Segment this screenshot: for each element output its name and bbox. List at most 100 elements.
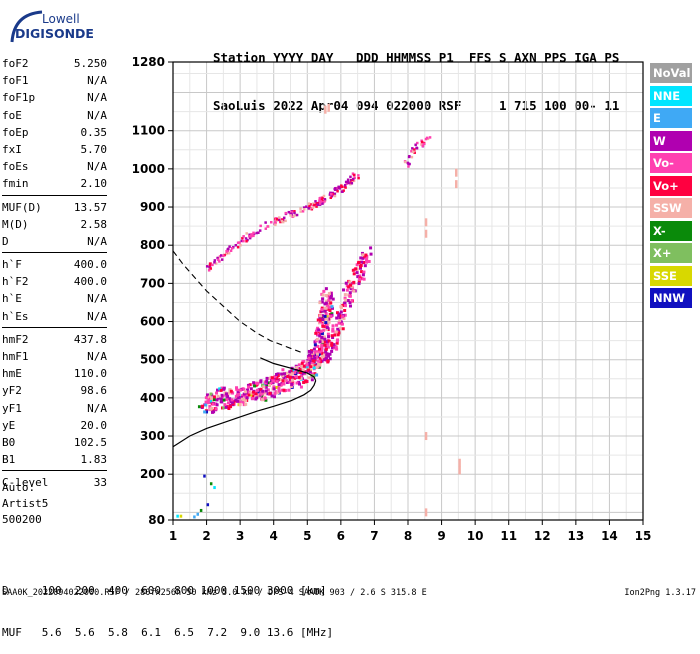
echo-point	[230, 398, 234, 402]
echo-point	[249, 235, 253, 238]
echo-point	[362, 255, 366, 259]
echo-point	[264, 398, 268, 402]
echo-point	[209, 262, 212, 265]
param-value: 2.10	[80, 177, 108, 191]
echo-point	[403, 160, 407, 163]
echo-point	[421, 144, 425, 148]
echo-point	[265, 376, 269, 380]
y-tick-label: 1100	[132, 124, 165, 138]
echo-point	[281, 374, 285, 378]
echo-point	[323, 358, 327, 362]
echo-point	[294, 375, 298, 379]
param-name: B1	[2, 453, 16, 467]
echo-point	[326, 345, 330, 349]
echo-point	[275, 376, 279, 380]
legend-item-x-: X-	[650, 220, 692, 241]
echo-point	[346, 178, 350, 182]
echo-point	[310, 358, 314, 362]
echo-point	[294, 214, 297, 217]
param-value: 437.8	[73, 332, 107, 346]
echo-point	[356, 275, 360, 279]
legend-item-e: E	[650, 108, 692, 128]
echo-point	[271, 387, 275, 391]
echo-point	[222, 386, 226, 390]
echo-point	[416, 141, 419, 145]
echo-point	[304, 364, 308, 368]
echo-point	[242, 235, 245, 238]
echo-point	[307, 361, 311, 365]
echo-point	[290, 383, 294, 387]
param-name: B0	[2, 435, 16, 449]
echo-point	[323, 337, 327, 341]
echo-point	[287, 388, 291, 392]
echo-point	[314, 350, 318, 354]
echo-point	[312, 360, 316, 364]
echo-point	[297, 375, 301, 379]
echo-point	[325, 305, 329, 309]
echo-point	[293, 370, 297, 374]
legend-item-x-: X+	[650, 243, 692, 263]
echo-point	[328, 313, 332, 317]
echo-point	[298, 376, 302, 380]
echo-point	[289, 375, 293, 379]
echo-point	[348, 293, 352, 297]
x-tick-label: 14	[601, 529, 618, 543]
echo-point	[369, 246, 373, 250]
param-name: foE	[2, 108, 22, 122]
y-tick-label: 1280	[132, 55, 165, 69]
echo-point	[316, 353, 320, 357]
echo-point	[310, 363, 314, 367]
echo-point	[324, 356, 328, 360]
echo-point	[309, 206, 313, 210]
echo-point	[246, 238, 249, 242]
echo-point	[236, 399, 240, 403]
echo-point	[237, 393, 241, 397]
echo-point	[228, 388, 232, 392]
echo-point	[321, 319, 325, 323]
echo-point	[331, 192, 334, 196]
station-header: Station YYYY DAY DDD HHMMSS P1 FFS S AXN…	[213, 18, 619, 130]
echo-point	[208, 262, 212, 265]
echo-point	[231, 400, 235, 404]
echo-point	[267, 381, 271, 385]
echo-point	[305, 205, 308, 208]
echo-point	[365, 254, 369, 258]
echo-point	[321, 196, 324, 199]
echo-point	[328, 309, 332, 313]
echo-point	[319, 348, 323, 352]
echo-point	[319, 310, 323, 314]
echo-point	[200, 405, 204, 409]
digisonde-logo: Lowell DIGISONDE	[10, 10, 94, 43]
echo-point	[203, 474, 206, 478]
echo-point	[240, 239, 244, 243]
echo-point	[307, 207, 311, 210]
echo-point	[313, 354, 317, 358]
echo-point	[420, 140, 424, 144]
echo-point	[321, 323, 325, 327]
param-separator	[2, 326, 107, 328]
echo-point	[234, 398, 238, 402]
echo-point	[321, 357, 325, 361]
echo-point	[424, 432, 428, 441]
echo-point	[455, 168, 458, 177]
echo-point	[288, 375, 292, 379]
echo-point	[330, 346, 334, 350]
echo-point	[316, 202, 319, 205]
echo-point	[235, 387, 239, 391]
echo-point	[308, 205, 311, 208]
echo-point	[274, 217, 277, 221]
echo-point	[284, 211, 288, 215]
echo-point	[355, 271, 359, 275]
echo-point	[349, 178, 353, 182]
echo-point	[308, 357, 312, 361]
echo-point	[322, 357, 326, 361]
echo-point	[321, 309, 325, 313]
echo-point	[319, 315, 323, 319]
echo-point	[334, 187, 338, 190]
echo-point	[259, 380, 263, 384]
echo-point	[277, 391, 281, 395]
echo-point	[309, 350, 313, 354]
echo-point	[295, 381, 299, 385]
echo-point	[208, 399, 212, 403]
echo-point	[296, 370, 300, 374]
